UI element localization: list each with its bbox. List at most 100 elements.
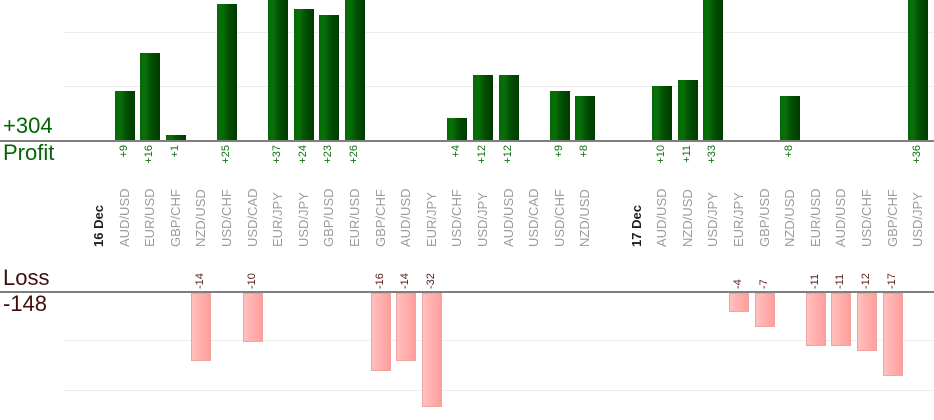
category-label: USD/JPY bbox=[910, 192, 926, 247]
profit-total-label: +304 bbox=[3, 113, 53, 138]
loss-bar bbox=[421, 293, 442, 407]
profit-value-label: +4 bbox=[450, 145, 463, 158]
profit-value-label: +26 bbox=[348, 145, 360, 164]
loss-value-label: -17 bbox=[885, 273, 898, 289]
loss-bar bbox=[805, 293, 826, 347]
loss-total-label: -148 bbox=[3, 291, 48, 316]
category-label: USD/CHF bbox=[859, 189, 874, 247]
loss-bar bbox=[242, 293, 263, 342]
loss-bar bbox=[831, 293, 852, 347]
gridline-loss-10 bbox=[63, 340, 934, 341]
profit-bar bbox=[319, 14, 340, 140]
loss-value-label: -11 bbox=[808, 273, 821, 289]
category-label: AUD/USD bbox=[116, 188, 132, 247]
profit-value-label: +8 bbox=[578, 145, 591, 158]
profit-value-label: +12 bbox=[501, 145, 514, 164]
category-label: GBP/USD bbox=[756, 188, 772, 247]
loss-value-label: -7 bbox=[757, 279, 770, 289]
category-label: GBP/USD bbox=[321, 188, 337, 247]
profit-bar bbox=[217, 3, 237, 140]
profit-value-label: +9 bbox=[117, 145, 130, 158]
profit-bar bbox=[575, 96, 596, 140]
profit-bar bbox=[652, 85, 673, 140]
profit-bar bbox=[677, 80, 698, 140]
profit-bar bbox=[780, 96, 801, 140]
category-label: EUR/USD bbox=[347, 188, 362, 247]
loss-bar bbox=[370, 293, 391, 371]
date-label: 17 Dec bbox=[628, 205, 644, 247]
category-label: AUD/USD bbox=[654, 188, 670, 247]
category-label: EUR/USD bbox=[142, 188, 158, 247]
profit-value-label: +11 bbox=[680, 145, 693, 163]
category-label: AUD/USD bbox=[500, 188, 516, 247]
category-label: NZD/USD bbox=[679, 189, 695, 247]
loss-value-label: -32 bbox=[424, 273, 437, 289]
loss-axis-line bbox=[0, 291, 934, 293]
category-label: GBP/CHF bbox=[167, 189, 183, 247]
category-label: USD/CAD bbox=[526, 188, 542, 247]
profit-value-label: +9 bbox=[552, 145, 565, 158]
profit-value-label: +37 bbox=[271, 145, 284, 164]
category-label: USD/CHF bbox=[551, 189, 567, 247]
profit-bar bbox=[549, 90, 570, 140]
profit-bar bbox=[114, 90, 135, 140]
profit-bar bbox=[268, 0, 289, 140]
category-label: AUD/USD bbox=[833, 188, 849, 247]
loss-value-label: -10 bbox=[245, 273, 258, 289]
gridline-profit-10 bbox=[63, 86, 934, 87]
category-label: USD/JPY bbox=[705, 192, 721, 247]
category-label: EUR/USD bbox=[807, 188, 823, 247]
category-label: USD/JPY bbox=[475, 192, 490, 247]
category-label: EUR/JPY bbox=[423, 192, 439, 247]
profit-value-label: +36 bbox=[911, 145, 924, 164]
profit-value-label: +10 bbox=[655, 145, 668, 164]
profit-bar bbox=[908, 0, 929, 140]
profit-value-label: +33 bbox=[706, 145, 719, 164]
profit-value-label: +25 bbox=[220, 145, 232, 164]
date-label: 16 Dec bbox=[91, 205, 106, 247]
category-label: EUR/JPY bbox=[731, 192, 746, 247]
category-label: AUD/USD bbox=[398, 188, 414, 247]
category-label: NZD/USD bbox=[782, 189, 798, 247]
category-label: USD/CHF bbox=[219, 189, 234, 247]
loss-value-label: -11 bbox=[834, 273, 847, 289]
category-label: NZD/USD bbox=[193, 189, 209, 247]
profit-bar bbox=[293, 9, 314, 140]
loss-bar bbox=[191, 293, 212, 362]
profit-bar bbox=[140, 52, 161, 140]
profit-bar bbox=[447, 118, 468, 140]
profit-bar bbox=[345, 0, 365, 140]
loss-value-label: -16 bbox=[373, 273, 386, 289]
loss-value-label: -14 bbox=[194, 273, 207, 289]
category-label: GBP/CHF bbox=[884, 189, 900, 247]
loss-bar bbox=[396, 293, 417, 362]
category-label: USD/JPY bbox=[295, 192, 311, 247]
category-label: USD/CHF bbox=[449, 189, 465, 247]
profit-value-label: +23 bbox=[322, 145, 335, 164]
profit-axis-title: Profit bbox=[3, 140, 55, 165]
category-label: USD/CAD bbox=[244, 188, 260, 247]
profit-value-label: +1 bbox=[168, 145, 181, 158]
loss-value-label: -14 bbox=[399, 273, 412, 289]
profit-value-label: +8 bbox=[783, 145, 796, 158]
loss-bar bbox=[882, 293, 903, 376]
category-label: GBP/CHF bbox=[372, 189, 388, 247]
loss-bar bbox=[754, 293, 775, 328]
gridline-loss-20 bbox=[63, 390, 934, 391]
gridline-profit-20 bbox=[63, 32, 934, 33]
loss-bar bbox=[729, 293, 749, 313]
profit-bar bbox=[473, 74, 493, 140]
category-label: NZD/USD bbox=[577, 189, 593, 247]
profit-value-label: +16 bbox=[143, 145, 156, 164]
loss-value-label: -12 bbox=[860, 273, 872, 289]
profit-bar bbox=[498, 74, 519, 140]
profit-bar bbox=[703, 0, 724, 140]
profit-bar bbox=[165, 134, 186, 140]
profit-value-label: +24 bbox=[296, 145, 309, 164]
loss-axis-title: Loss bbox=[3, 265, 50, 290]
loss-value-label: -4 bbox=[732, 279, 744, 289]
category-label: EUR/JPY bbox=[270, 192, 286, 247]
profit-value-label: +12 bbox=[476, 145, 488, 164]
loss-bar bbox=[857, 293, 877, 352]
